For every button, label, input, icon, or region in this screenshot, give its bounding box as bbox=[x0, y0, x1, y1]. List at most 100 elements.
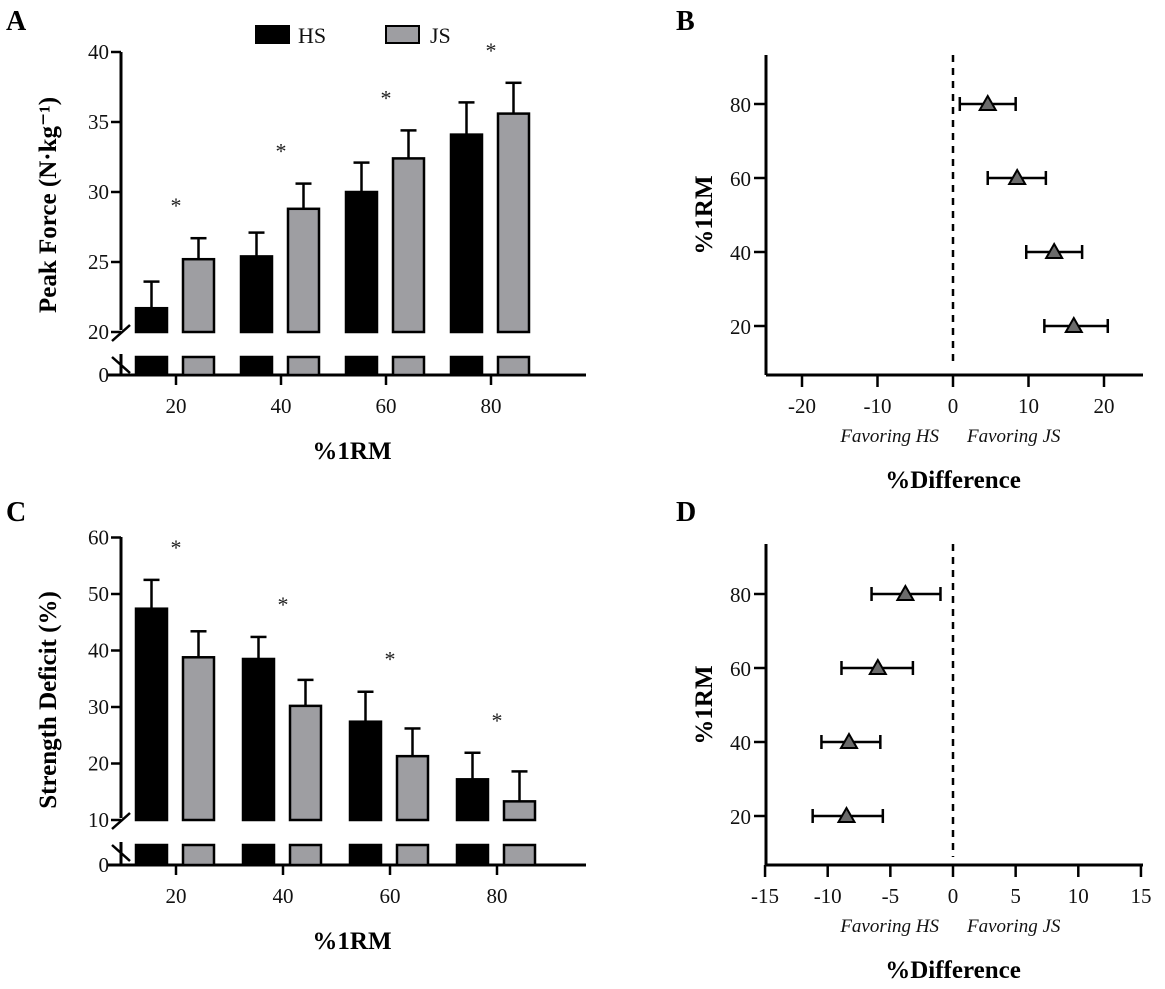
legend-swatch-hs bbox=[255, 25, 290, 44]
bar-hs-80-base bbox=[449, 355, 484, 377]
annotation-favoring-hs: Favoring HS bbox=[839, 426, 939, 447]
y-axis-title: Peak Force (N·kg⁻¹) bbox=[35, 97, 62, 313]
significance-marker: * bbox=[381, 85, 392, 110]
axis-break-mark bbox=[111, 844, 131, 862]
panel-label-d: D bbox=[676, 497, 696, 528]
bar-js-60-base bbox=[395, 843, 430, 867]
y-tick-label: 40 bbox=[88, 40, 109, 64]
x-tick-label: 80 bbox=[481, 394, 502, 418]
x-tick-label: 0 bbox=[948, 884, 959, 908]
annotation-favoring-js: Favoring JS bbox=[966, 916, 1061, 937]
x-tick-label: -15 bbox=[751, 884, 779, 908]
point-triangle-20 bbox=[836, 805, 857, 823]
y-axis-title: Strength Deficit (%) bbox=[35, 591, 62, 809]
x-tick-label: 10 bbox=[1068, 884, 1089, 908]
y-tick-label: 40 bbox=[88, 639, 109, 663]
y-tick-label: 20 bbox=[730, 805, 751, 829]
point-triangle-60 bbox=[868, 657, 888, 675]
bar-js-80 bbox=[502, 800, 537, 822]
bar-hs-60-base bbox=[348, 843, 383, 867]
bar-hs-60 bbox=[344, 190, 379, 334]
x-tick-label: 20 bbox=[1094, 394, 1115, 418]
annotation-favoring-js: Favoring JS bbox=[966, 426, 1061, 447]
x-tick-label: -5 bbox=[882, 884, 900, 908]
bar-hs-60 bbox=[348, 720, 383, 822]
y-tick-label: 60 bbox=[730, 657, 751, 681]
bar-hs-20-base bbox=[134, 355, 169, 377]
bar-hs-80 bbox=[449, 133, 484, 334]
y-tick-label: 20 bbox=[88, 752, 109, 776]
significance-marker: * bbox=[492, 708, 503, 733]
bar-hs-40-base bbox=[241, 843, 276, 867]
bar-js-40 bbox=[286, 207, 321, 334]
y-tick-label: 60 bbox=[730, 167, 751, 191]
x-tick-label: 80 bbox=[487, 884, 508, 908]
point-triangle-80 bbox=[978, 93, 998, 111]
panel-label-a: A bbox=[6, 6, 27, 37]
panel-b-difference: 20 40 60 80 -20 -10 0 10 20 Favoring HS Favoring J… bbox=[691, 55, 1143, 494]
y-tick-label: 10 bbox=[88, 808, 109, 832]
significance-marker: * bbox=[486, 38, 497, 63]
y-tick-label: 50 bbox=[88, 582, 109, 606]
y-tick-label: 25 bbox=[88, 250, 109, 274]
bar-hs-60-base bbox=[344, 355, 379, 377]
axis-break-mark bbox=[111, 356, 131, 374]
bar-hs-80 bbox=[455, 778, 490, 822]
y-tick-label: 40 bbox=[730, 731, 751, 755]
point-triangle-40 bbox=[1044, 241, 1064, 259]
bar-hs-20-base bbox=[134, 843, 169, 867]
significance-marker: * bbox=[171, 193, 182, 218]
x-tick-label: 20 bbox=[166, 394, 187, 418]
bar-hs-20 bbox=[134, 607, 169, 822]
y-tick-label: 35 bbox=[88, 110, 109, 134]
significance-marker: * bbox=[171, 535, 182, 560]
panel-c-strength-deficit: 0 10 20 30 40 50 60 20 * 40 * 60 * 80 * %1RM Strength De… bbox=[35, 526, 586, 955]
annotation-favoring-hs: Favoring HS bbox=[839, 916, 939, 937]
x-tick-label: 10 bbox=[1018, 394, 1039, 418]
legend-swatch-js bbox=[385, 25, 420, 44]
panel-d-difference: 20 40 60 80 -15 -10 -5 0 5 10 15 Favoring HS Favorin… bbox=[691, 544, 1151, 984]
x-axis-title: %1RM bbox=[312, 438, 391, 465]
x-tick-label: -20 bbox=[788, 394, 816, 418]
bar-js-20-base bbox=[181, 843, 216, 867]
bar-hs-80-base bbox=[455, 843, 490, 867]
point-triangle-20 bbox=[1064, 315, 1084, 333]
bar-js-20 bbox=[181, 656, 216, 822]
legend-label-js: JS bbox=[430, 23, 451, 48]
x-axis-title: %Difference bbox=[885, 467, 1021, 494]
bar-js-80-base bbox=[502, 843, 537, 867]
point-triangle-60 bbox=[1007, 167, 1027, 185]
x-tick-label: -10 bbox=[864, 394, 892, 418]
y-tick-label: 60 bbox=[88, 526, 109, 550]
x-tick-label: 40 bbox=[273, 884, 294, 908]
x-tick-label: 0 bbox=[948, 394, 959, 418]
x-tick-label: 5 bbox=[1010, 884, 1021, 908]
panel-label-c: C bbox=[6, 497, 26, 528]
legend-label-hs: HS bbox=[298, 23, 326, 48]
bar-hs-40-base bbox=[239, 355, 274, 377]
y-tick-label: 40 bbox=[730, 241, 751, 265]
bar-js-60 bbox=[391, 157, 426, 334]
y-tick-label: 30 bbox=[88, 180, 109, 204]
point-triangle-80 bbox=[895, 583, 916, 601]
significance-marker: * bbox=[276, 139, 287, 164]
bar-hs-40 bbox=[241, 657, 276, 822]
y-tick-label: 0 bbox=[99, 853, 110, 877]
bar-hs-20 bbox=[134, 306, 169, 334]
y-tick-label: 20 bbox=[88, 320, 109, 344]
y-axis-title: %1RM bbox=[691, 175, 718, 254]
point-triangle-40 bbox=[839, 731, 859, 749]
bar-js-40-base bbox=[288, 843, 323, 867]
y-tick-label: 80 bbox=[730, 583, 751, 607]
panel-label-b: B bbox=[676, 6, 695, 37]
x-tick-label: 40 bbox=[271, 394, 292, 418]
x-tick-label: 60 bbox=[380, 884, 401, 908]
x-axis-title: %1RM bbox=[312, 928, 391, 955]
significance-marker: * bbox=[278, 592, 289, 617]
panel-a-peak-force: 0 20 25 30 35 40 20 * 40 * 60 * 80 * %1RM Peak Force (N… bbox=[35, 38, 586, 465]
bar-js-60 bbox=[395, 754, 430, 822]
bar-js-20 bbox=[181, 257, 216, 334]
significance-marker: * bbox=[385, 647, 396, 672]
y-tick-label: 30 bbox=[88, 695, 109, 719]
x-axis-title: %Difference bbox=[885, 957, 1021, 984]
